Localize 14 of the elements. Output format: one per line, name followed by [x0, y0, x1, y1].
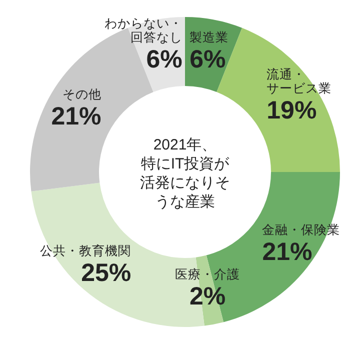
- data-label: 21%: [51, 102, 102, 131]
- slice-label: 流通・サービス業: [266, 66, 332, 96]
- slice-label: 公共・教育機関: [40, 243, 132, 258]
- data-label: 19%: [266, 96, 317, 124]
- data-label: 2%: [190, 282, 226, 310]
- slice-label: わからない・回答なし: [104, 16, 182, 45]
- data-label: 6%: [190, 46, 226, 74]
- data-label: 21%: [262, 238, 312, 266]
- slice-label: その他: [62, 88, 102, 102]
- slice-label: 製造業: [190, 30, 229, 45]
- data-label: 6%: [146, 46, 182, 74]
- text: 2021年、特にIT投資が活発になりそうな産業: [140, 136, 230, 210]
- data-label: 25%: [81, 259, 132, 288]
- slice-label: 医療・介護: [175, 267, 240, 282]
